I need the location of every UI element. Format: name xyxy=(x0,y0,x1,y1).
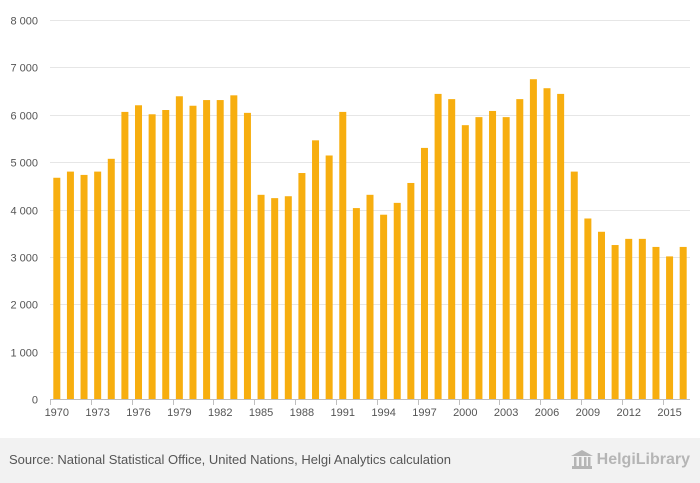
y-tick-label: 8 000 xyxy=(10,16,38,28)
helgi-library-logo: HelgiLibrary xyxy=(570,448,690,472)
bar-1982 xyxy=(216,100,224,399)
y-axis-ticks: 0 1 000 2 000 3 000 4 000 5 000 6 000 7 000 8 00… xyxy=(10,16,38,407)
bar-2015 xyxy=(666,256,674,399)
footer: Source: National Statistical Office, Uni… xyxy=(0,438,700,483)
x-tick-label: 1997 xyxy=(412,407,436,419)
bar-2006 xyxy=(543,88,551,399)
bar-2014 xyxy=(652,246,660,399)
bar-1978 xyxy=(162,110,170,399)
bar-1997 xyxy=(420,147,428,399)
bar-1998 xyxy=(434,93,442,400)
bar-2005 xyxy=(529,79,537,399)
y-tick-label: 2 000 xyxy=(10,300,38,312)
y-tick-label: 4 000 xyxy=(10,206,38,218)
y-tick-label: 3 000 xyxy=(10,253,38,265)
bar-2001 xyxy=(475,117,483,400)
bar-1989 xyxy=(312,140,320,399)
bar-1985 xyxy=(257,194,265,399)
bar-2016 xyxy=(679,246,687,399)
x-tick-label: 1994 xyxy=(371,407,395,419)
bar-1971 xyxy=(66,171,74,399)
x-tick-label: 1976 xyxy=(126,407,150,419)
y-tick-label: 0 xyxy=(32,395,38,407)
bar-1984 xyxy=(243,112,251,400)
bars xyxy=(53,79,687,400)
bar-1995 xyxy=(393,202,401,399)
bar-1977 xyxy=(148,114,156,399)
x-tick-label: 2009 xyxy=(576,407,600,419)
x-tick-label: 1991 xyxy=(331,407,355,419)
x-tick-label: 1982 xyxy=(208,407,232,419)
bar-1973 xyxy=(94,171,102,399)
logo-text: HelgiLibrary xyxy=(596,451,690,468)
bar-1974 xyxy=(107,158,115,399)
bar-1987 xyxy=(284,196,292,399)
bar-1993 xyxy=(366,194,374,399)
bar-2007 xyxy=(557,93,565,400)
x-tick-label: 2000 xyxy=(453,407,477,419)
bar-1979 xyxy=(175,96,183,400)
gridlines xyxy=(50,20,690,400)
x-tick-label: 2006 xyxy=(535,407,559,419)
x-tick-label: 1973 xyxy=(85,407,109,419)
x-tick-label: 2015 xyxy=(657,407,681,419)
bar-2010 xyxy=(597,231,605,399)
bar-2004 xyxy=(516,99,524,400)
x-tick-label: 1985 xyxy=(249,407,273,419)
bar-chart: 0 1 000 2 000 3 000 4 000 5 000 6 000 7 000 8 00… xyxy=(10,16,690,419)
bar-1994 xyxy=(380,214,388,399)
y-tick-label: 1 000 xyxy=(10,348,38,360)
bar-1986 xyxy=(271,198,279,399)
library-building-icon xyxy=(570,450,593,469)
bar-2013 xyxy=(638,238,646,399)
x-tick-label: 1970 xyxy=(45,407,69,419)
source-note: Source: National Statistical Office, Uni… xyxy=(9,452,451,467)
bar-2011 xyxy=(611,245,619,399)
bar-1976 xyxy=(135,105,143,400)
bar-2009 xyxy=(584,218,592,399)
x-tick-label: 1979 xyxy=(167,407,191,419)
bar-1972 xyxy=(80,174,88,399)
bar-1999 xyxy=(448,99,456,400)
y-tick-label: 5 000 xyxy=(10,158,38,170)
y-tick-label: 6 000 xyxy=(10,111,38,123)
bar-1983 xyxy=(230,95,238,399)
bar-2012 xyxy=(625,238,633,399)
x-tick-label: 2003 xyxy=(494,407,518,419)
bar-2003 xyxy=(502,117,510,400)
bar-1975 xyxy=(121,111,129,399)
y-tick-label: 7 000 xyxy=(10,63,38,75)
bar-1990 xyxy=(325,155,333,399)
x-tick-label: 1988 xyxy=(290,407,314,419)
bar-1991 xyxy=(339,111,347,399)
bar-2000 xyxy=(461,125,469,400)
bar-1992 xyxy=(352,208,360,399)
x-tick-label: 2012 xyxy=(616,407,640,419)
bar-1970 xyxy=(53,177,61,399)
bar-1981 xyxy=(203,100,211,399)
bar-1980 xyxy=(189,105,197,399)
bar-2002 xyxy=(489,110,497,400)
bar-1988 xyxy=(298,173,306,399)
bar-1996 xyxy=(407,182,415,399)
bar-2008 xyxy=(570,171,578,399)
x-axis-ticks: 1970 1973 1976 1979 1982 1985 1988 1991 1994 1997… xyxy=(45,399,682,419)
